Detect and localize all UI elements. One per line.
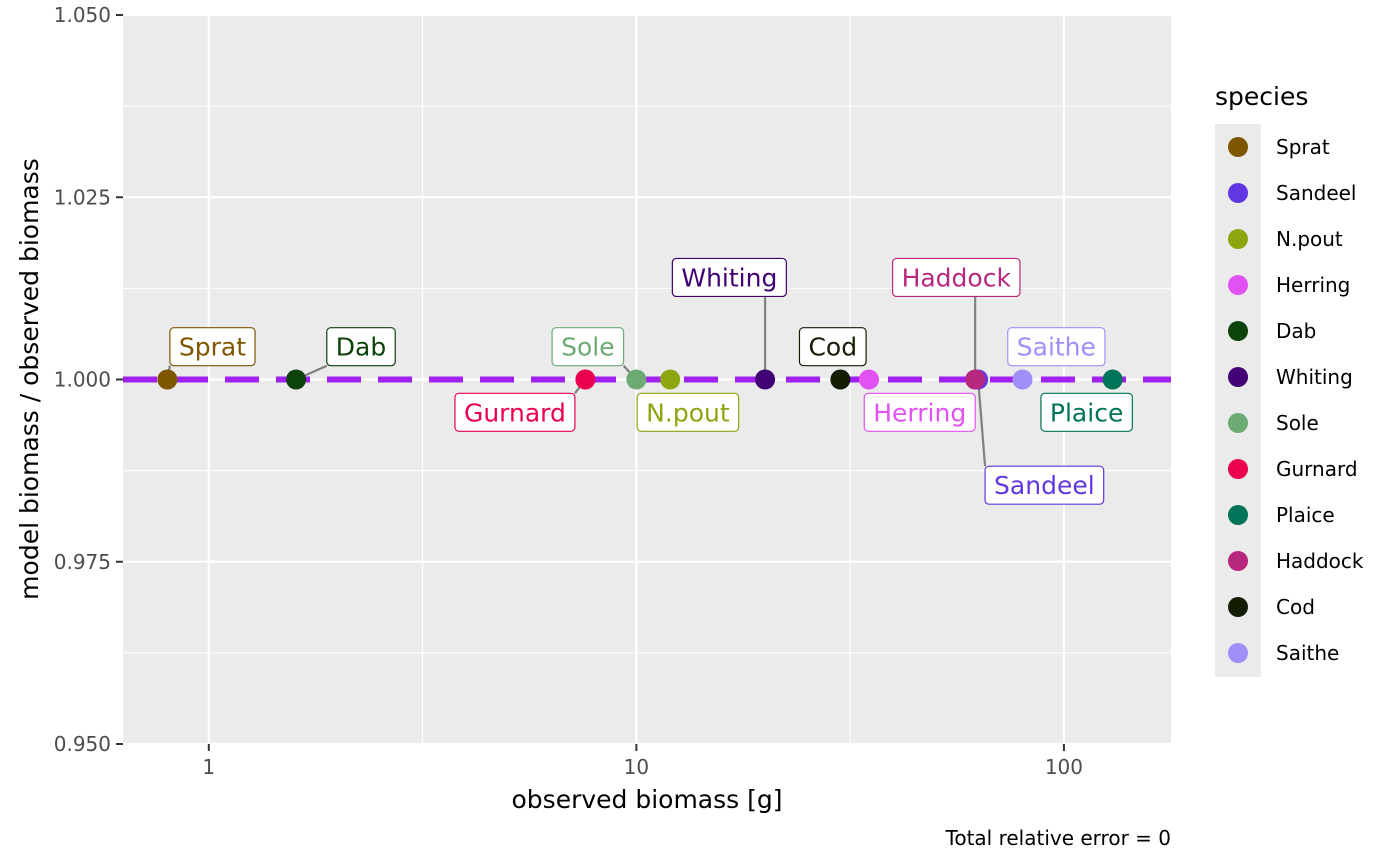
legend-label-haddock: Haddock xyxy=(1276,549,1364,573)
y-axis-title: model biomass / observed biomass xyxy=(15,158,44,600)
label-text-gurnard: Gurnard xyxy=(464,398,566,427)
legend-key-haddock xyxy=(1228,551,1248,571)
point-haddock xyxy=(965,369,986,390)
legend-key-npout xyxy=(1228,229,1248,249)
point-cod xyxy=(830,369,851,390)
point-whiting xyxy=(755,369,776,390)
label-box-gurnard xyxy=(454,392,576,432)
legend-key-sprat xyxy=(1228,137,1248,157)
label-dab: Dab xyxy=(326,327,396,367)
point-plaice xyxy=(1102,369,1123,390)
label-text-saithe: Saithe xyxy=(1017,333,1096,362)
y-tick-label: 0.975 xyxy=(54,550,111,574)
label-text-sprat: Sprat xyxy=(179,333,246,362)
y-tick-label: 1.025 xyxy=(54,185,111,209)
label-box-plaice xyxy=(1040,392,1133,432)
point-sprat xyxy=(157,369,178,390)
legend-label-gurnard: Gurnard xyxy=(1276,457,1358,481)
legend: Sprat Sandeel N.pout Herring Dab Whiting Sole G… xyxy=(1228,135,1364,665)
legend-key-plaice xyxy=(1228,505,1248,525)
y-tick-label: 1.050 xyxy=(54,3,111,27)
label-box-haddock xyxy=(891,257,1021,298)
caption-total-error: Total relative error = 0 xyxy=(945,826,1171,850)
label-text-herring: Herring xyxy=(873,398,966,427)
label-box-npout xyxy=(636,392,740,432)
data-points xyxy=(157,369,1123,390)
point-herring xyxy=(858,369,879,390)
label-box-cod xyxy=(798,327,867,367)
point-npout xyxy=(660,369,681,390)
label-box-sandeel xyxy=(984,465,1105,505)
label-herring: Herring xyxy=(863,392,976,432)
legend-label-plaice: Plaice xyxy=(1276,503,1335,527)
legend-label-dab: Dab xyxy=(1276,319,1316,343)
leader-sandeel xyxy=(977,379,987,467)
label-haddock: Haddock xyxy=(891,257,1021,298)
label-sole: Sole xyxy=(551,327,625,367)
legend-label-sole: Sole xyxy=(1276,411,1319,435)
label-text-cod: Cod xyxy=(808,333,857,362)
point-gurnard xyxy=(575,369,596,390)
label-text-whiting: Whiting xyxy=(681,263,777,292)
point-dab xyxy=(286,369,307,390)
label-text-sole: Sole xyxy=(561,333,615,362)
label-text-dab: Dab xyxy=(336,333,386,362)
label-sandeel: Sandeel xyxy=(984,465,1105,505)
legend-title: species xyxy=(1215,82,1308,111)
legend-key-background xyxy=(1215,124,1261,677)
axes: 0.950 0.975 1.000 1.025 1.050 1 10 100 xyxy=(54,3,1083,779)
label-box-herring xyxy=(863,392,976,432)
legend-label-saithe: Saithe xyxy=(1276,641,1339,665)
legend-key-cod xyxy=(1228,597,1248,617)
point-sole xyxy=(626,369,647,390)
label-box-whiting xyxy=(671,257,787,298)
label-text-sandeel: Sandeel xyxy=(994,471,1095,500)
x-tick-label: 10 xyxy=(624,755,649,779)
legend-label-sprat: Sprat xyxy=(1276,135,1330,159)
y-tick-label: 0.950 xyxy=(54,732,111,756)
legend-label-sandeel: Sandeel xyxy=(1276,181,1357,205)
label-sprat: Sprat xyxy=(169,327,256,367)
x-tick-label: 1 xyxy=(202,755,215,779)
y-tick-label: 1.000 xyxy=(54,368,111,392)
x-axis-title: observed biomass [g] xyxy=(512,785,783,814)
label-whiting: Whiting xyxy=(671,257,787,298)
label-cod: Cod xyxy=(798,327,867,367)
legend-label-whiting: Whiting xyxy=(1276,365,1353,389)
label-npout: N.pout xyxy=(636,392,740,432)
label-text-npout: N.pout xyxy=(646,398,730,427)
label-box-sprat xyxy=(169,327,256,367)
label-box-dab xyxy=(326,327,396,367)
point-labels: Sprat Sandeel N.pout Herring Dab Whiting Sole G… xyxy=(169,257,1133,505)
legend-label-npout: N.pout xyxy=(1276,227,1343,251)
label-box-sole xyxy=(551,327,625,367)
point-saithe xyxy=(1012,369,1033,390)
x-tick-label: 100 xyxy=(1045,755,1083,779)
legend-key-whiting xyxy=(1228,367,1248,387)
legend-key-dab xyxy=(1228,321,1248,341)
label-text-haddock: Haddock xyxy=(902,263,1012,292)
label-box-saithe xyxy=(1007,327,1106,367)
label-gurnard: Gurnard xyxy=(454,392,576,432)
legend-key-sandeel xyxy=(1228,183,1248,203)
legend-label-cod: Cod xyxy=(1276,595,1315,619)
label-saithe: Saithe xyxy=(1007,327,1106,367)
label-plaice: Plaice xyxy=(1040,392,1133,432)
legend-key-saithe xyxy=(1228,643,1248,663)
legend-key-herring xyxy=(1228,275,1248,295)
label-text-plaice: Plaice xyxy=(1050,398,1123,427)
legend-key-sole xyxy=(1228,413,1248,433)
legend-label-herring: Herring xyxy=(1276,273,1350,297)
legend-key-gurnard xyxy=(1228,459,1248,479)
